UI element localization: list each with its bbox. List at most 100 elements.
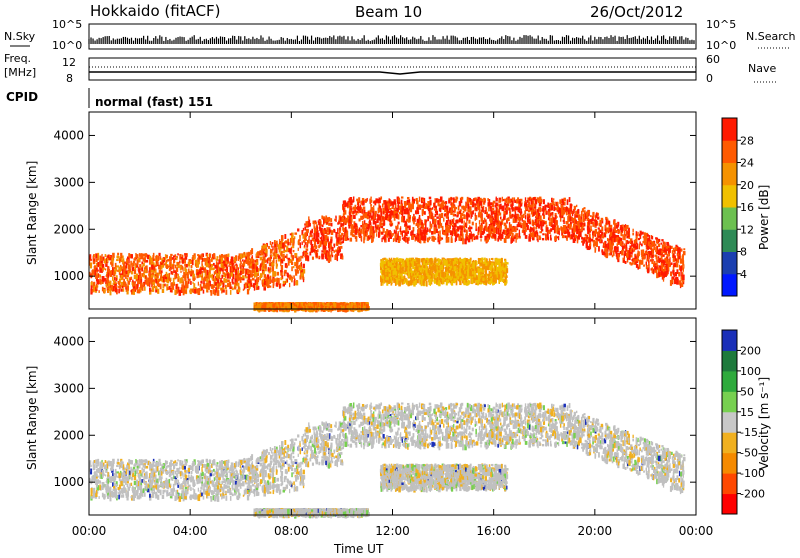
power-echo-cell xyxy=(395,207,396,209)
power-echo-cell xyxy=(318,256,320,258)
power-echo-cell xyxy=(152,255,154,259)
power-echo-cell xyxy=(555,235,557,241)
power-echo-cell xyxy=(381,226,383,228)
power-echo-cell xyxy=(326,232,329,235)
power-echo-cell xyxy=(360,228,362,233)
power-echo-cell xyxy=(258,277,259,282)
power-echo-cell xyxy=(601,226,603,231)
power-echo-cell xyxy=(588,210,590,213)
power-echo-cell xyxy=(275,272,276,276)
power-echo-cell xyxy=(337,240,339,243)
power-echo-cell xyxy=(229,282,231,287)
power-echo-cell xyxy=(180,265,182,270)
power-echo-cell xyxy=(336,242,338,245)
power-echo-cell xyxy=(467,197,469,202)
power-echo-cell xyxy=(167,287,169,290)
power-echo-cell xyxy=(402,237,403,239)
power-echo-cell xyxy=(180,271,181,273)
power-echo-cell xyxy=(107,290,109,293)
power-echo-cell xyxy=(254,273,256,276)
power-echo-cell xyxy=(541,229,543,231)
power-echo-cell xyxy=(525,202,528,205)
power-echo-cell xyxy=(216,266,217,272)
power-echo-cell xyxy=(680,270,681,276)
power-echo-cell xyxy=(151,265,154,270)
power-echo-cell xyxy=(628,232,629,237)
power-echo-cell xyxy=(230,266,231,272)
power-echo-cell xyxy=(176,267,178,272)
power-echo-cell xyxy=(225,285,226,288)
power-echo-cell xyxy=(664,253,666,255)
power-echo-cell xyxy=(490,231,491,235)
power-echo-cell xyxy=(609,222,611,227)
power-echo-cell xyxy=(171,286,174,290)
power-echo-cell xyxy=(341,218,344,222)
power-echo-cell xyxy=(658,272,660,276)
power-echo-cell xyxy=(502,206,504,211)
power-echo-cell xyxy=(353,215,356,219)
power-echo-cell xyxy=(105,278,106,284)
power-echo-cell xyxy=(115,287,118,292)
power-echo-cell xyxy=(433,216,435,219)
power-echo-cell xyxy=(262,253,263,258)
power-echo-cell xyxy=(556,216,557,218)
power-echo-cell xyxy=(369,199,371,202)
power-echo-cell xyxy=(562,210,564,216)
power-echo-cell xyxy=(511,204,513,209)
power-echo-cell xyxy=(248,274,251,280)
power-echo-cell xyxy=(252,278,255,281)
power-echo-cell xyxy=(548,211,550,215)
power-echo-cell xyxy=(448,200,450,204)
power-echo-cell xyxy=(193,283,195,289)
power-echo-cell xyxy=(189,279,191,281)
cpid-label: CPID xyxy=(6,90,38,104)
power-echo-cell xyxy=(363,210,365,213)
power-echo-cell xyxy=(475,207,476,209)
power-echo-cell xyxy=(491,229,493,231)
power-echo-cell xyxy=(117,256,119,259)
power-echo-cell xyxy=(226,257,228,261)
power-echo-cell xyxy=(134,275,136,279)
power-echo-cell xyxy=(321,254,324,260)
power-echo-cell xyxy=(637,243,638,249)
power-echo-cell xyxy=(521,215,523,218)
power-echo-cell xyxy=(351,224,354,227)
nsearch-top-tick: 10^5 xyxy=(706,18,736,31)
nave-bottom-tick: 0 xyxy=(706,72,713,85)
power-echo-cell xyxy=(302,241,303,244)
power-echoes xyxy=(89,196,686,312)
power-echo-cell xyxy=(352,207,354,210)
power-echo-cell xyxy=(211,264,213,267)
power-echo-cell xyxy=(226,268,228,270)
power-echo-cell xyxy=(519,221,520,224)
power-echo-cell xyxy=(113,280,115,282)
freq-trace xyxy=(89,72,696,74)
power-echo-cell xyxy=(118,267,121,272)
power-echo-cell xyxy=(298,248,299,251)
power-echo-cell xyxy=(493,221,495,227)
power-echo-cell xyxy=(369,227,370,233)
power-echo-cell xyxy=(202,271,204,273)
power-echo-cell xyxy=(443,218,444,222)
power-echo-cell xyxy=(159,256,161,260)
power-echo-cell xyxy=(244,252,245,255)
power-echo-cell xyxy=(553,206,555,211)
power-echo-cell xyxy=(479,225,481,228)
power-echo-cell xyxy=(641,243,643,246)
power-echo-cell xyxy=(602,235,604,238)
power-echo-cell xyxy=(200,281,202,284)
power-echo-cell xyxy=(670,280,672,286)
power-echo-cell xyxy=(567,228,569,231)
power-echo-cell xyxy=(172,265,174,268)
power-echo-cell xyxy=(398,214,400,219)
power-echo-cell xyxy=(618,255,620,259)
power-echo-cell xyxy=(115,263,117,267)
power-echo-cell xyxy=(461,197,463,200)
power-echo-cell xyxy=(461,213,463,216)
power-echo-cell xyxy=(133,282,136,286)
power-echo-cell xyxy=(237,283,239,287)
power-echo-cell xyxy=(221,288,222,294)
power-echo-cell xyxy=(322,233,323,236)
power-echo-cell xyxy=(379,227,380,230)
power-echo-cell xyxy=(637,232,638,236)
